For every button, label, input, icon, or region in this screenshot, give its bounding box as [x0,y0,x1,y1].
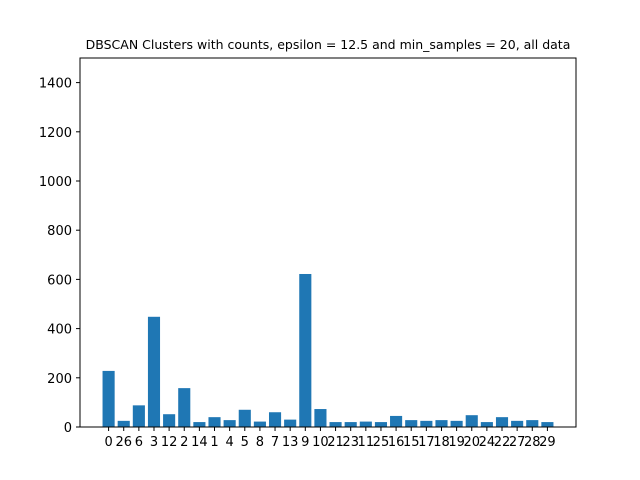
x-tick-label: 5 [241,435,249,450]
x-tick-label: 12 [161,435,178,450]
x-tick-label: 27 [509,435,526,450]
bar-3 [147,316,161,427]
x-tick-label: 0 [104,435,112,450]
bar-19 [450,420,463,427]
bar-13 [284,419,297,427]
bar-22 [495,417,509,427]
bar-23 [344,422,357,427]
x-tick-label: 11 [358,435,375,450]
x-tick-label: 9 [301,435,309,450]
x-tick-label: 29 [539,435,556,450]
bar-0 [102,370,115,427]
bars-group [102,273,554,427]
x-tick-label: 26 [115,435,132,450]
bar-6 [132,405,145,427]
x-tick-label: 16 [388,435,405,450]
bar-2 [178,388,191,427]
bar-4 [223,420,236,427]
x-tick-label: 17 [418,435,435,450]
x-tick-label: 2 [180,435,188,450]
bar-16 [390,415,403,427]
bar-25 [374,422,388,427]
x-tick-label: 20 [463,435,480,450]
bar-26 [117,420,130,427]
y-tick-label: 1200 [39,126,72,141]
x-tick-label: 14 [191,435,208,450]
bar-1 [208,417,221,427]
bar-21 [329,422,342,427]
bar-18 [435,420,448,427]
bar-29 [541,422,554,427]
x-tick-label: 10 [312,435,329,450]
y-tick-label: 400 [47,323,72,338]
bar-10 [314,409,327,427]
x-tick-label: 23 [342,435,359,450]
x-tick-label: 15 [403,435,420,450]
x-tick-label: 19 [448,435,465,450]
y-axis: 0 200 400 600 800 1000 1200 1400 [39,77,80,436]
bar-14 [193,422,206,427]
bar-20 [465,415,478,427]
bar-28 [526,420,539,427]
x-tick-label: 4 [226,435,234,450]
x-tick-label: 28 [524,435,541,450]
bar-24 [480,422,493,427]
x-tick-label: 21 [327,435,344,450]
x-tick-label: 1 [210,435,218,450]
bar-12 [163,414,176,427]
bar-15 [405,420,418,427]
y-tick-label: 0 [64,421,72,436]
x-tick-label: 22 [494,435,511,450]
y-tick-label: 1000 [39,175,72,190]
bar-27 [511,420,524,427]
y-tick-label: 600 [47,273,72,288]
bar-8 [253,421,266,427]
bar-7 [268,412,282,427]
x-tick-label: 3 [150,435,158,450]
plot-frame [79,57,577,428]
x-tick-label: 13 [282,435,299,450]
bar-9 [299,273,312,427]
x-axis: 0 26 6 3 12 2 14 1 4 5 8 7 13 9 1021231125161517181920… [104,427,556,450]
x-tick-label: 7 [271,435,279,450]
bar-17 [420,420,433,427]
x-tick-label: 18 [433,435,450,450]
bar-5 [238,409,251,427]
x-tick-label: 8 [256,435,264,450]
x-tick-label: 24 [479,435,496,450]
bar-11 [359,421,372,427]
x-tick-label: 25 [373,435,390,450]
y-tick-label: 800 [47,224,72,239]
chart-title: DBSCAN Clusters with counts, epsilon = 1… [86,37,571,52]
y-tick-label: 200 [47,372,72,387]
y-tick-label: 1400 [39,77,72,92]
x-tick-label: 6 [135,435,143,450]
